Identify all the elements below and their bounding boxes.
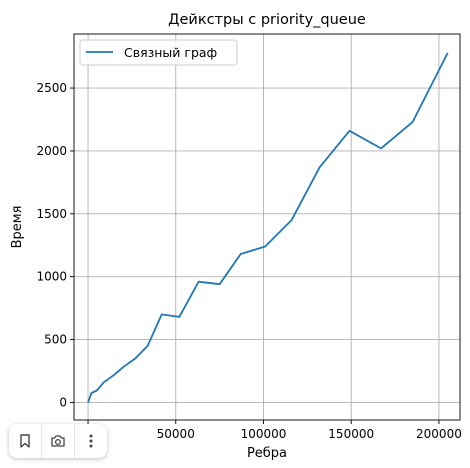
legend: Связный граф: [79, 39, 238, 66]
series-line: [87, 52, 449, 403]
x-tick-label: 150000: [328, 427, 374, 441]
bookmark-icon: [20, 434, 30, 448]
lens-button[interactable]: [42, 424, 74, 458]
x-tick-label: 100000: [241, 427, 287, 441]
toolbar-divider: [41, 424, 42, 458]
y-tick-label: 500: [44, 333, 67, 347]
legend-label: Связный граф: [124, 45, 217, 60]
more-options-button[interactable]: [75, 424, 107, 458]
x-tick-label: 200000: [416, 427, 462, 441]
bookmark-button[interactable]: [9, 424, 41, 458]
y-tick-label: 0: [59, 395, 67, 409]
series-layer: [87, 52, 449, 403]
grid: [74, 34, 460, 420]
toolbar-divider: [74, 424, 75, 458]
plot-frame: [73, 33, 461, 421]
y-tick-label: 1000: [36, 270, 67, 284]
y-axis-label: Время: [10, 206, 25, 249]
y-tick-label: 2500: [36, 81, 67, 95]
image-toolbar: [9, 424, 107, 458]
y-tick-label: 1500: [36, 207, 67, 221]
more-vertical-icon: [89, 434, 93, 448]
axis-ticks: 0500001000001500002000000500100015002000…: [36, 81, 461, 441]
chart-title: Дейкстры с priority_queue: [168, 12, 366, 28]
x-tick-label: 50000: [157, 427, 195, 441]
y-tick-label: 2000: [36, 144, 67, 158]
camera-lens-icon: [51, 435, 65, 447]
legend-box: [79, 39, 238, 66]
x-axis-label: Ребра: [247, 446, 287, 461]
